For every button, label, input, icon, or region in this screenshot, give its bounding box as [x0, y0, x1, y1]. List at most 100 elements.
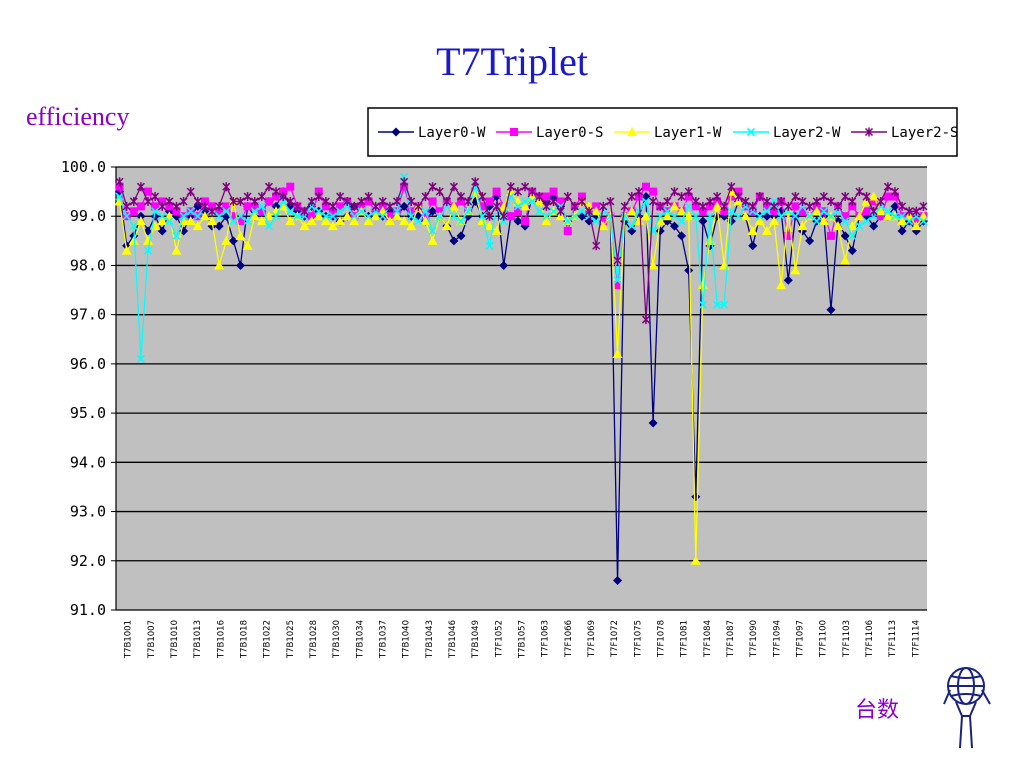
data-point	[449, 212, 458, 221]
data-point	[613, 575, 623, 585]
data-point	[570, 201, 579, 211]
data-point	[143, 235, 154, 245]
data-point	[542, 201, 551, 211]
data-point	[157, 216, 168, 226]
data-point	[577, 196, 586, 206]
x-tick-label: T7F1100	[819, 620, 829, 658]
data-point	[528, 187, 537, 197]
data-point	[343, 196, 352, 206]
data-point	[192, 221, 203, 231]
data-point	[798, 196, 807, 206]
data-point	[712, 201, 723, 211]
atlas-logo-icon	[943, 667, 991, 749]
data-point	[676, 206, 687, 216]
x-tick-label: T7F1072	[610, 620, 620, 658]
data-point	[841, 212, 850, 221]
data-point	[791, 202, 800, 211]
x-tick-label: T7F1052	[494, 620, 504, 658]
legend-marker	[510, 128, 518, 136]
data-point	[250, 202, 259, 211]
data-point	[243, 192, 252, 202]
data-point	[286, 207, 295, 216]
data-point	[634, 207, 643, 216]
data-point	[869, 206, 878, 216]
legend-label: Layer0-S	[536, 125, 603, 141]
data-point	[633, 216, 644, 226]
data-point	[613, 276, 622, 285]
data-point	[854, 211, 865, 221]
x-tick-label: T7F1094	[772, 620, 782, 658]
data-point	[640, 211, 651, 221]
data-point	[392, 207, 402, 216]
data-point	[257, 192, 266, 202]
data-point	[457, 192, 466, 202]
data-point	[129, 222, 138, 231]
data-point	[577, 207, 587, 216]
data-point	[847, 246, 857, 256]
data-point	[279, 192, 288, 202]
data-point	[669, 201, 680, 211]
data-point	[868, 191, 879, 201]
data-point	[250, 196, 259, 206]
data-point	[862, 192, 871, 202]
y-tick-labels: 100.0 99.0 98.0 97.0 96.0 95.0 94.0 93.0 92.0 91.…	[61, 158, 116, 619]
data-point	[748, 201, 757, 211]
data-point	[890, 192, 899, 201]
data-point	[491, 225, 502, 235]
data-point	[898, 201, 907, 211]
data-point	[826, 231, 835, 240]
data-point	[556, 197, 565, 206]
data-point	[648, 418, 658, 428]
data-point	[327, 221, 338, 231]
data-point	[293, 212, 302, 221]
data-point	[328, 207, 337, 216]
x-tick-label: T7F1078	[657, 620, 667, 658]
data-point	[165, 202, 174, 211]
data-point	[485, 197, 494, 206]
data-point	[364, 192, 373, 202]
data-point	[812, 217, 821, 226]
data-point	[683, 211, 694, 221]
data-point	[464, 207, 473, 216]
data-point	[235, 260, 245, 270]
y-tick-label: 93.0	[70, 503, 106, 521]
data-point	[215, 207, 224, 216]
data-point	[370, 211, 381, 221]
data-point	[691, 196, 700, 206]
data-point	[406, 221, 417, 231]
data-point	[349, 216, 360, 226]
series-group	[114, 172, 929, 585]
data-point	[499, 260, 509, 270]
data-point	[528, 197, 537, 206]
data-point	[641, 197, 651, 206]
legend-label: Layer0-W	[418, 125, 486, 141]
data-point	[128, 235, 139, 245]
data-point	[713, 192, 722, 202]
x-tick-label: T7F1084	[703, 620, 713, 658]
data-point	[513, 187, 522, 197]
data-point	[335, 216, 346, 226]
data-point	[228, 236, 238, 246]
data-point	[521, 217, 530, 226]
data-point	[876, 212, 885, 221]
data-point	[428, 182, 437, 192]
data-point	[229, 196, 238, 206]
data-point	[286, 182, 295, 191]
data-point	[321, 212, 330, 221]
data-point	[705, 212, 715, 221]
data-point	[777, 212, 786, 221]
data-point	[855, 222, 864, 231]
data-point	[848, 196, 857, 206]
data-point	[158, 197, 167, 206]
data-point	[805, 236, 815, 246]
data-point	[762, 207, 771, 216]
x-tick-label: T7F1069	[587, 620, 597, 658]
x-tick-label: T7B1034	[355, 620, 365, 659]
data-point	[328, 201, 338, 211]
data-point	[748, 241, 758, 251]
data-point	[535, 207, 544, 216]
data-point	[235, 230, 246, 240]
data-point	[115, 182, 124, 191]
data-point	[819, 192, 828, 202]
data-point	[136, 354, 145, 364]
